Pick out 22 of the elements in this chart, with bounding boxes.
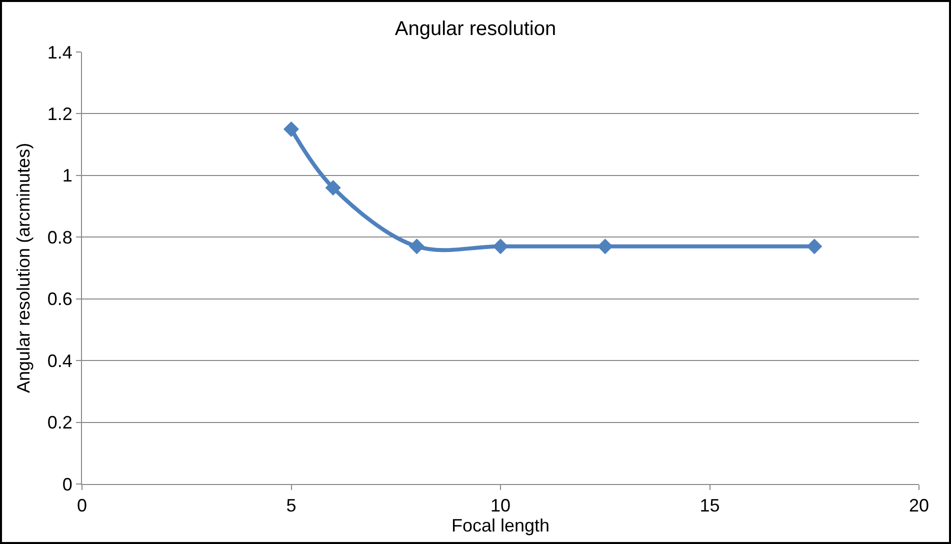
x-tick-label: 15 [700, 496, 720, 516]
y-axis-title: Angular resolution (arcminutes) [14, 142, 34, 394]
y-tick-label: 0.8 [47, 227, 72, 248]
x-tick-label: 20 [908, 496, 930, 516]
y-tick-label: 0.2 [47, 412, 72, 433]
y-tick-label: 0.4 [47, 350, 72, 371]
x-tick-label: 0 [76, 496, 88, 516]
point [283, 121, 300, 137]
point [597, 238, 613, 254]
point [806, 238, 822, 254]
x-tick-label: 10 [490, 496, 511, 516]
point [492, 238, 508, 254]
y-tick-label: 0.6 [47, 289, 72, 310]
y-tick-label: 0 [62, 474, 72, 494]
point [409, 238, 425, 254]
x-axis-title: Focal length [451, 516, 550, 536]
y-tick-label: 1.4 [47, 42, 72, 62]
y-tick-label: 1.2 [47, 104, 72, 124]
point [325, 180, 341, 196]
chart-title: Angular resolution [394, 18, 556, 40]
x-tick-label: 5 [286, 496, 296, 516]
y-tick-label: 1 [62, 166, 72, 186]
